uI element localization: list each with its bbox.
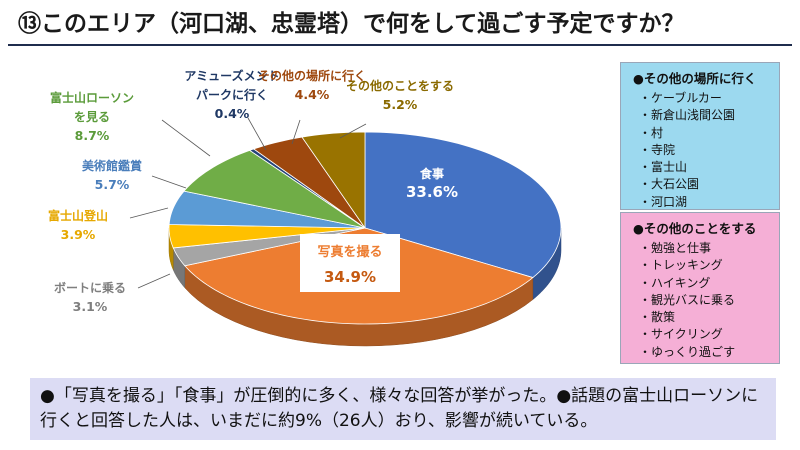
other-things-item: ・サイクリング — [639, 327, 723, 342]
other-things-heading: ●その他のことをする — [633, 221, 757, 236]
pie-labels: 食事 33.6% 写真を撮る 34.9% ボートに乗る 3.1% 富士山登山 3.9% 美術館鑑… — [48, 68, 458, 314]
pie-chart: 食事 33.6% 写真を撮る 34.9% ボートに乗る 3.1% 富士山登山 3.9% 美術館鑑… — [48, 68, 562, 347]
slice-label: ボートに乗る — [54, 280, 126, 295]
leader-line — [161, 119, 211, 157]
slice-value: 4.4% — [295, 87, 330, 102]
other-places-item: ・新倉山浅間公園 — [639, 108, 736, 123]
pie-slice — [168, 190, 366, 229]
other-things-item: ・観光バスに乗る — [639, 292, 736, 307]
slice-value: 5.2% — [383, 97, 418, 112]
slice-value: 3.1% — [73, 299, 108, 314]
other-things-box: ●その他のことをする ・勉強と仕事 ・トレッキング ・ハイキング ・観光バスに乗… — [620, 212, 780, 364]
pie-slices — [168, 131, 562, 325]
leader-line — [151, 175, 187, 189]
other-places-item: ・ケーブルカー — [639, 91, 722, 105]
other-places-item: ・村 — [639, 125, 664, 140]
label-box — [300, 234, 400, 292]
slice-value: 33.6% — [406, 183, 458, 201]
slice-value: 3.9% — [61, 227, 96, 242]
page-title: ⑬このエリア（河口湖、忠霊塔）で何をして過ごす予定ですか？ — [18, 11, 685, 37]
other-things-list: ・勉強と仕事 ・トレッキング ・ハイキング ・観光バスに乗る ・散策 ・サイクリ… — [633, 240, 773, 361]
slice-label: 写真を撮る — [317, 244, 382, 260]
slice-label: アミューズメント — [184, 68, 279, 83]
other-places-heading: ●その他の場所に行く — [633, 71, 757, 86]
slice-label: 富士山登山 — [48, 208, 108, 223]
slice-label: その他の場所に行く — [258, 68, 366, 83]
other-things-item: ・ゆっくり過ごす — [639, 344, 736, 359]
other-things-item: ・ハイキング — [639, 275, 711, 290]
other-places-item: ・河口湖 — [639, 194, 688, 209]
slice-label: パークに行く — [196, 87, 268, 102]
other-things-item: ・勉強と仕事 — [639, 241, 712, 255]
leader-line — [137, 273, 171, 289]
summary-note: ●「写真を撮る」「食事」が圧倒的に多く、様々な回答が挙がった。●話題の富士山ロー… — [30, 378, 776, 440]
slice-label: を見る — [74, 109, 110, 124]
other-places-item: ・富士山 — [639, 160, 688, 175]
other-places-item: ・大石公園 — [639, 177, 700, 192]
slice-value: 34.9% — [324, 268, 376, 286]
other-places-box: ●その他の場所に行く ・ケーブルカー ・新倉山浅間公園 ・村 ・寺院 ・富士山 … — [620, 62, 780, 210]
slice-label: 富士山ローソン — [50, 90, 134, 105]
leader-line — [339, 123, 367, 139]
slice-value: 8.7% — [75, 128, 110, 143]
other-things-item: ・トレッキング — [639, 258, 723, 273]
pie-slice — [364, 131, 562, 279]
pie-slice — [183, 149, 366, 229]
pie-slice — [168, 224, 366, 249]
slice-label: 美術館鑑賞 — [82, 158, 142, 173]
leader-line — [129, 207, 169, 219]
leader-line — [247, 117, 267, 151]
leader-line — [291, 119, 301, 145]
slice-label: その他のことをする — [346, 78, 454, 93]
other-places-item: ・寺院 — [639, 142, 676, 157]
title-divider — [8, 44, 792, 46]
pie-slice — [301, 131, 366, 230]
pie-slice — [252, 136, 366, 229]
slice-label: 食事 — [419, 166, 444, 181]
slice-value: 5.7% — [95, 177, 130, 192]
other-things-item: ・散策 — [639, 310, 676, 325]
slice-value: 0.4% — [215, 106, 250, 121]
other-places-list: ・ケーブルカー ・新倉山浅間公園 ・村 ・寺院 ・富士山 ・大石公園 ・河口湖 — [633, 90, 773, 211]
